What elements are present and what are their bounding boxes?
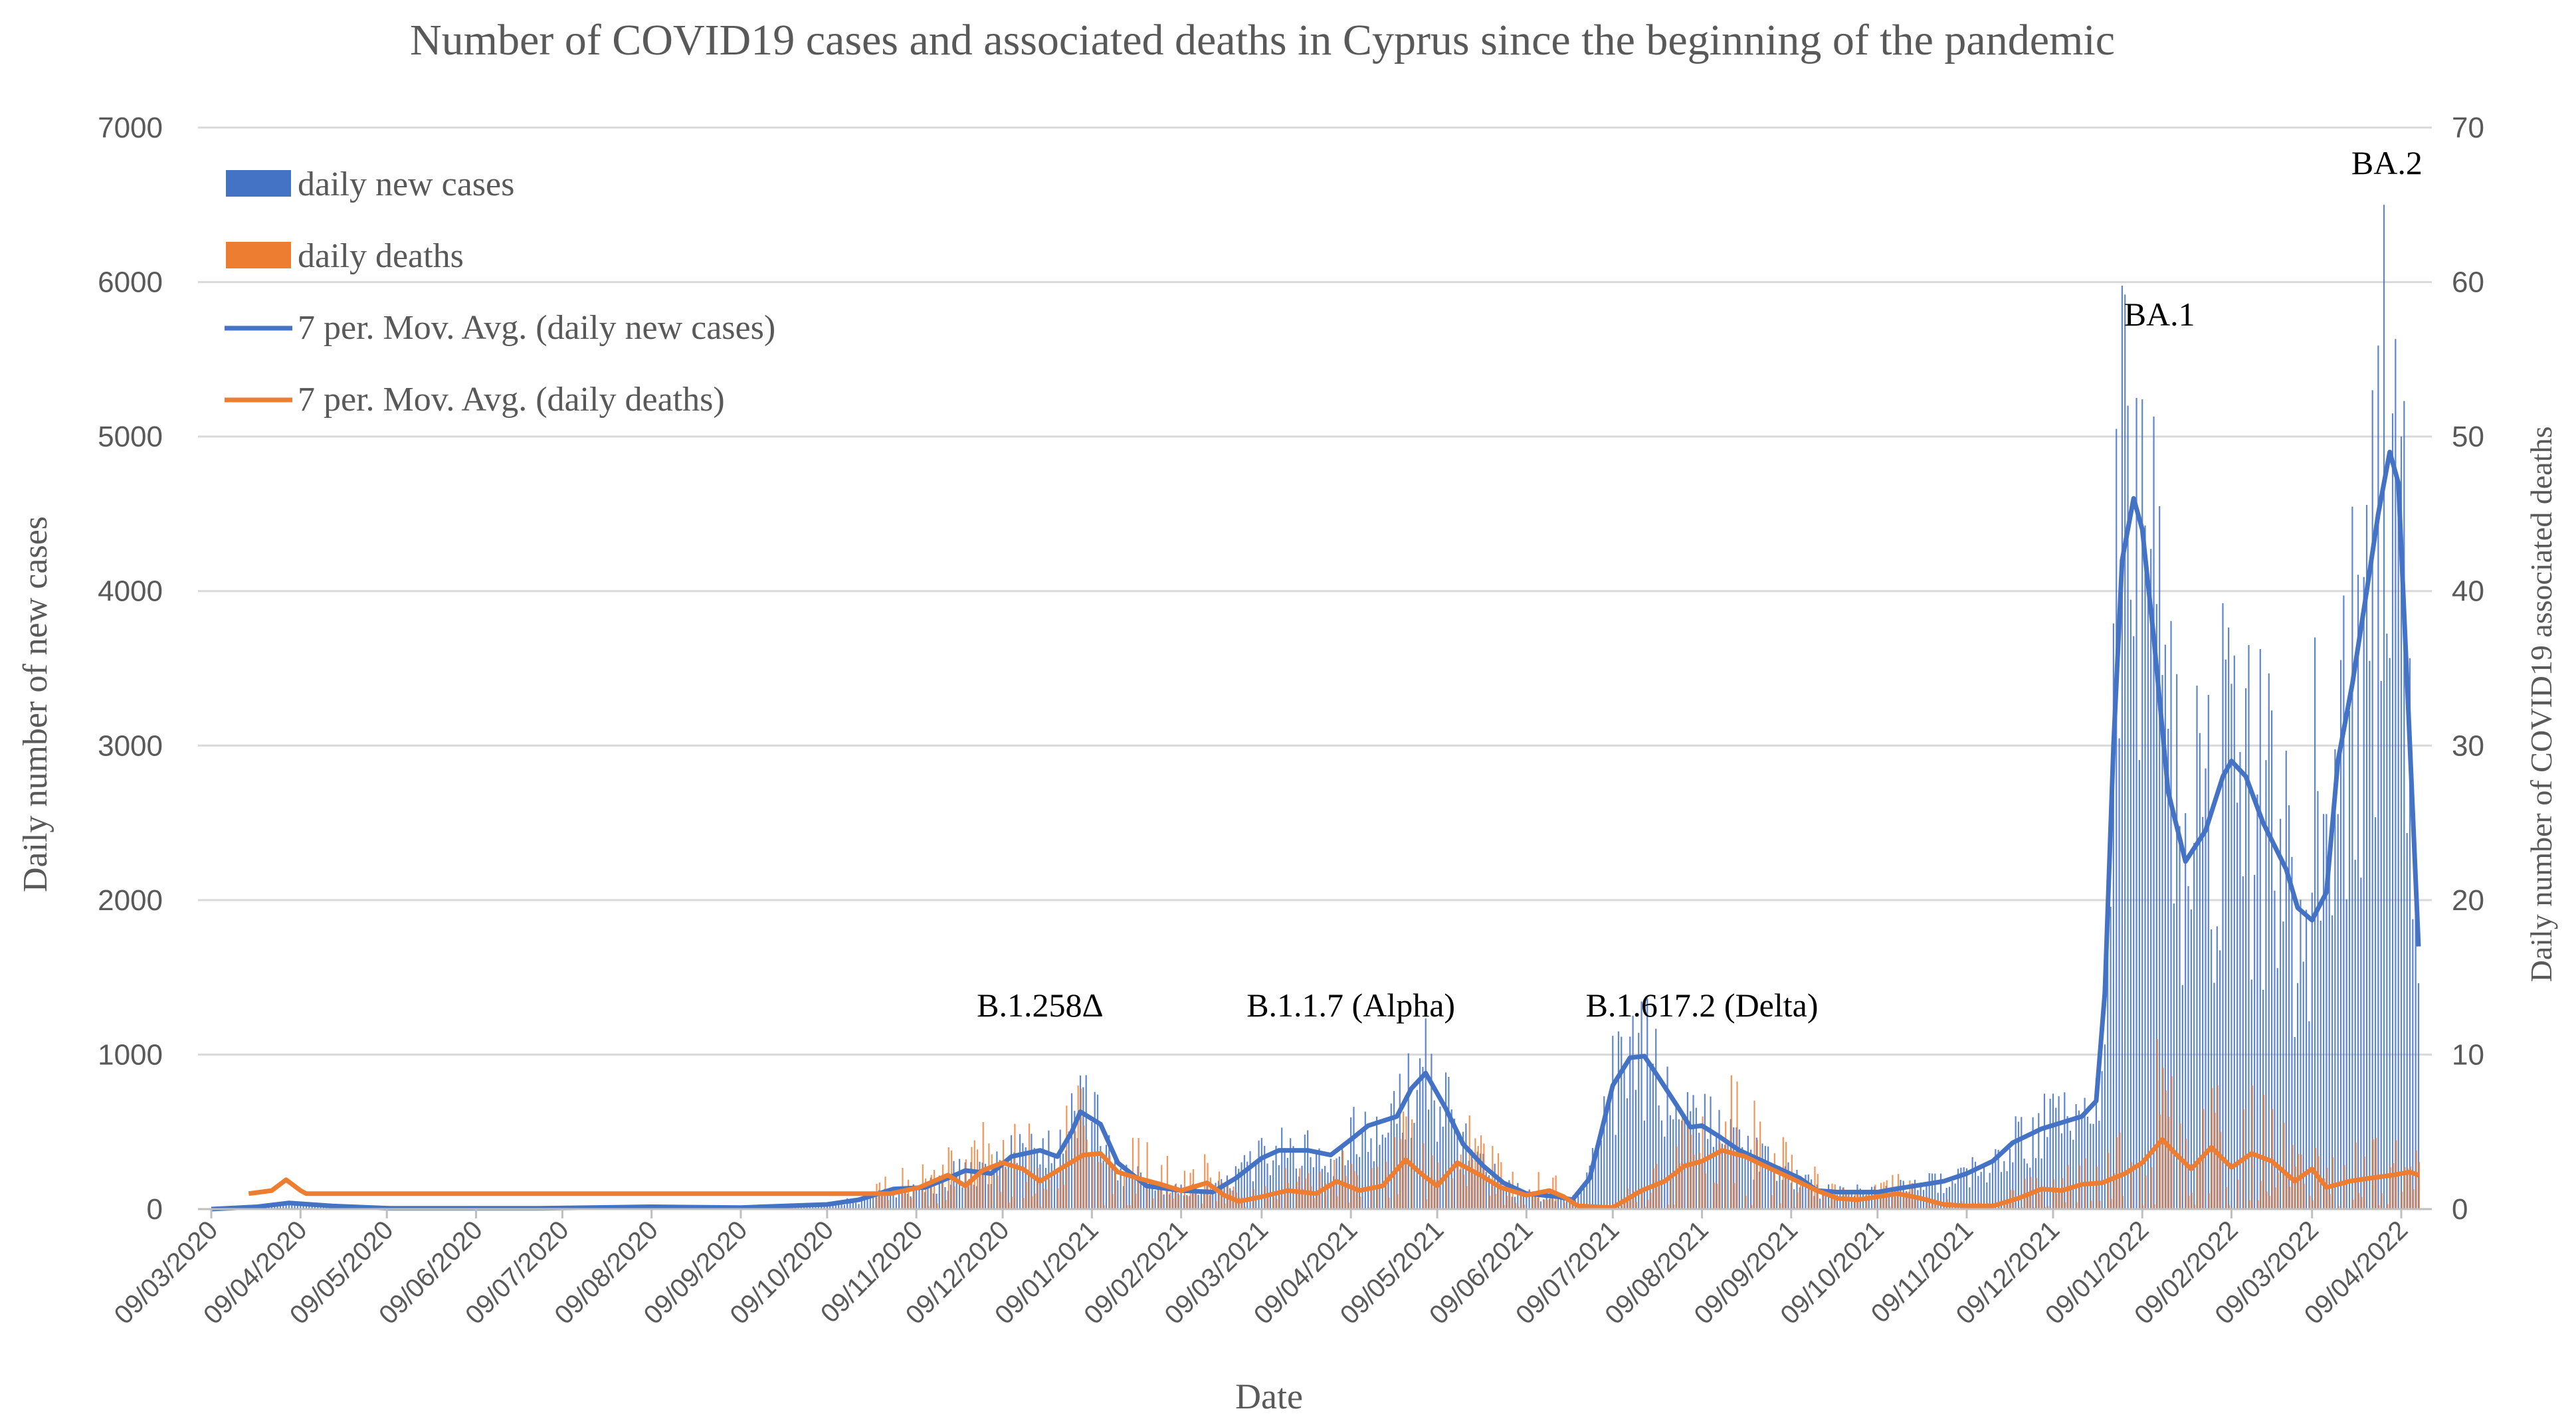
y-tick-right: 10 xyxy=(2452,1038,2484,1071)
legend-label: 7 per. Mov. Avg. (daily deaths) xyxy=(298,381,725,419)
annotation-label: BA.2 xyxy=(2351,144,2423,181)
y-tick-left: 1000 xyxy=(98,1038,163,1071)
y-tick-right: 40 xyxy=(2452,575,2484,608)
chart-title: Number of COVID19 cases and associated d… xyxy=(410,16,2115,64)
legend-swatch-bar xyxy=(226,170,291,197)
y-axis-right-label: Daily number of COVID19 associated death… xyxy=(2524,427,2558,983)
y-tick-right: 50 xyxy=(2452,421,2484,453)
legend: daily new cases daily deaths 7 per. Mov. A… xyxy=(225,165,775,419)
x-axis-label: Date xyxy=(1235,1377,1303,1416)
y-tick-left: 5000 xyxy=(98,421,163,453)
y-tick-left: 6000 xyxy=(98,266,163,299)
gridlines xyxy=(198,126,2432,1056)
y-tick-left: 2000 xyxy=(98,884,163,917)
y-tick-right: 70 xyxy=(2452,112,2484,144)
legend-label: daily deaths xyxy=(298,237,464,275)
y-tick-left: 0 xyxy=(147,1193,163,1226)
annotation-label: B.1.1.7 (Alpha) xyxy=(1246,987,1455,1024)
y-tick-right: 30 xyxy=(2452,729,2484,762)
cases-moving-average-line xyxy=(211,449,2421,1212)
moving-average-lines xyxy=(211,449,2421,1212)
y-axis-left-ticks: 0 1000 2000 3000 4000 5000 6000 7000 xyxy=(98,112,163,1226)
legend-label: 7 per. Mov. Avg. (daily new cases) xyxy=(298,309,775,347)
annotation-label: BA.1 xyxy=(2124,296,2195,333)
y-axis-left-label: Daily number of new cases xyxy=(17,516,54,892)
y-tick-right: 0 xyxy=(2452,1193,2468,1226)
y-tick-left: 3000 xyxy=(98,729,163,762)
y-tick-left: 4000 xyxy=(98,575,163,608)
variant-annotations: B.1.258Δ B.1.1.7 (Alpha) B.1.617.2 (Delta)… xyxy=(977,144,2423,1024)
y-tick-left: 7000 xyxy=(98,112,163,144)
y-axis-right-ticks: 0 10 20 30 40 50 60 70 xyxy=(2452,112,2484,1226)
x-axis: 09/03/202009/04/202009/05/202009/06/2020… xyxy=(109,1208,2432,1330)
legend-swatch-bar xyxy=(226,242,291,268)
legend-label: daily new cases xyxy=(298,165,514,203)
deaths-moving-average-line xyxy=(248,1137,2420,1210)
annotation-label: B.1.258Δ xyxy=(977,987,1104,1024)
y-tick-right: 20 xyxy=(2452,884,2484,917)
daily-cases-bars xyxy=(216,205,2420,1209)
annotation-label: B.1.617.2 (Delta) xyxy=(1586,987,1819,1024)
y-tick-right: 60 xyxy=(2452,266,2484,299)
